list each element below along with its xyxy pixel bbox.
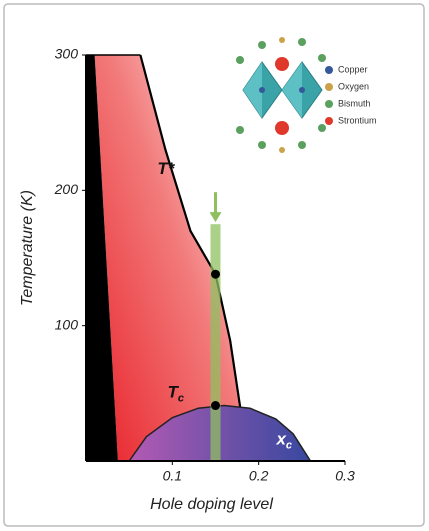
- x-tick-label: 0.2: [249, 468, 269, 484]
- cut-arrow-head: [210, 212, 222, 222]
- legend-swatch: [325, 66, 333, 74]
- legend-swatch: [325, 83, 333, 91]
- crystal-structure: [236, 37, 326, 153]
- figure: T*Tcxc0.10.20.3100200300Hole doping leve…: [0, 0, 429, 531]
- legend-swatch: [325, 117, 333, 125]
- legend: Copper Oxygen Bismuth Strontium: [325, 64, 377, 125]
- y-tick-label: 100: [55, 316, 79, 332]
- x-tick-label: 0.3: [335, 468, 355, 484]
- legend-label: Strontium: [338, 115, 377, 125]
- x-axis-label: Hole doping level: [150, 496, 273, 513]
- tc-sub: c: [178, 392, 184, 404]
- y-axis-label: Temperature (K): [19, 190, 36, 306]
- pseudogap-label: T*: [157, 159, 175, 178]
- doping-cut: [211, 224, 221, 461]
- legend-swatch: [325, 100, 333, 108]
- legend-label: Bismuth: [338, 98, 371, 108]
- y-tick-label: 200: [54, 181, 79, 197]
- legend-label: Copper: [338, 64, 368, 74]
- data-point: [211, 401, 220, 410]
- xc-sub: c: [286, 440, 292, 452]
- data-point: [211, 270, 220, 279]
- y-tick-label: 300: [55, 46, 79, 62]
- x-tick-label: 0.1: [163, 468, 182, 484]
- legend-label: Oxygen: [338, 81, 369, 91]
